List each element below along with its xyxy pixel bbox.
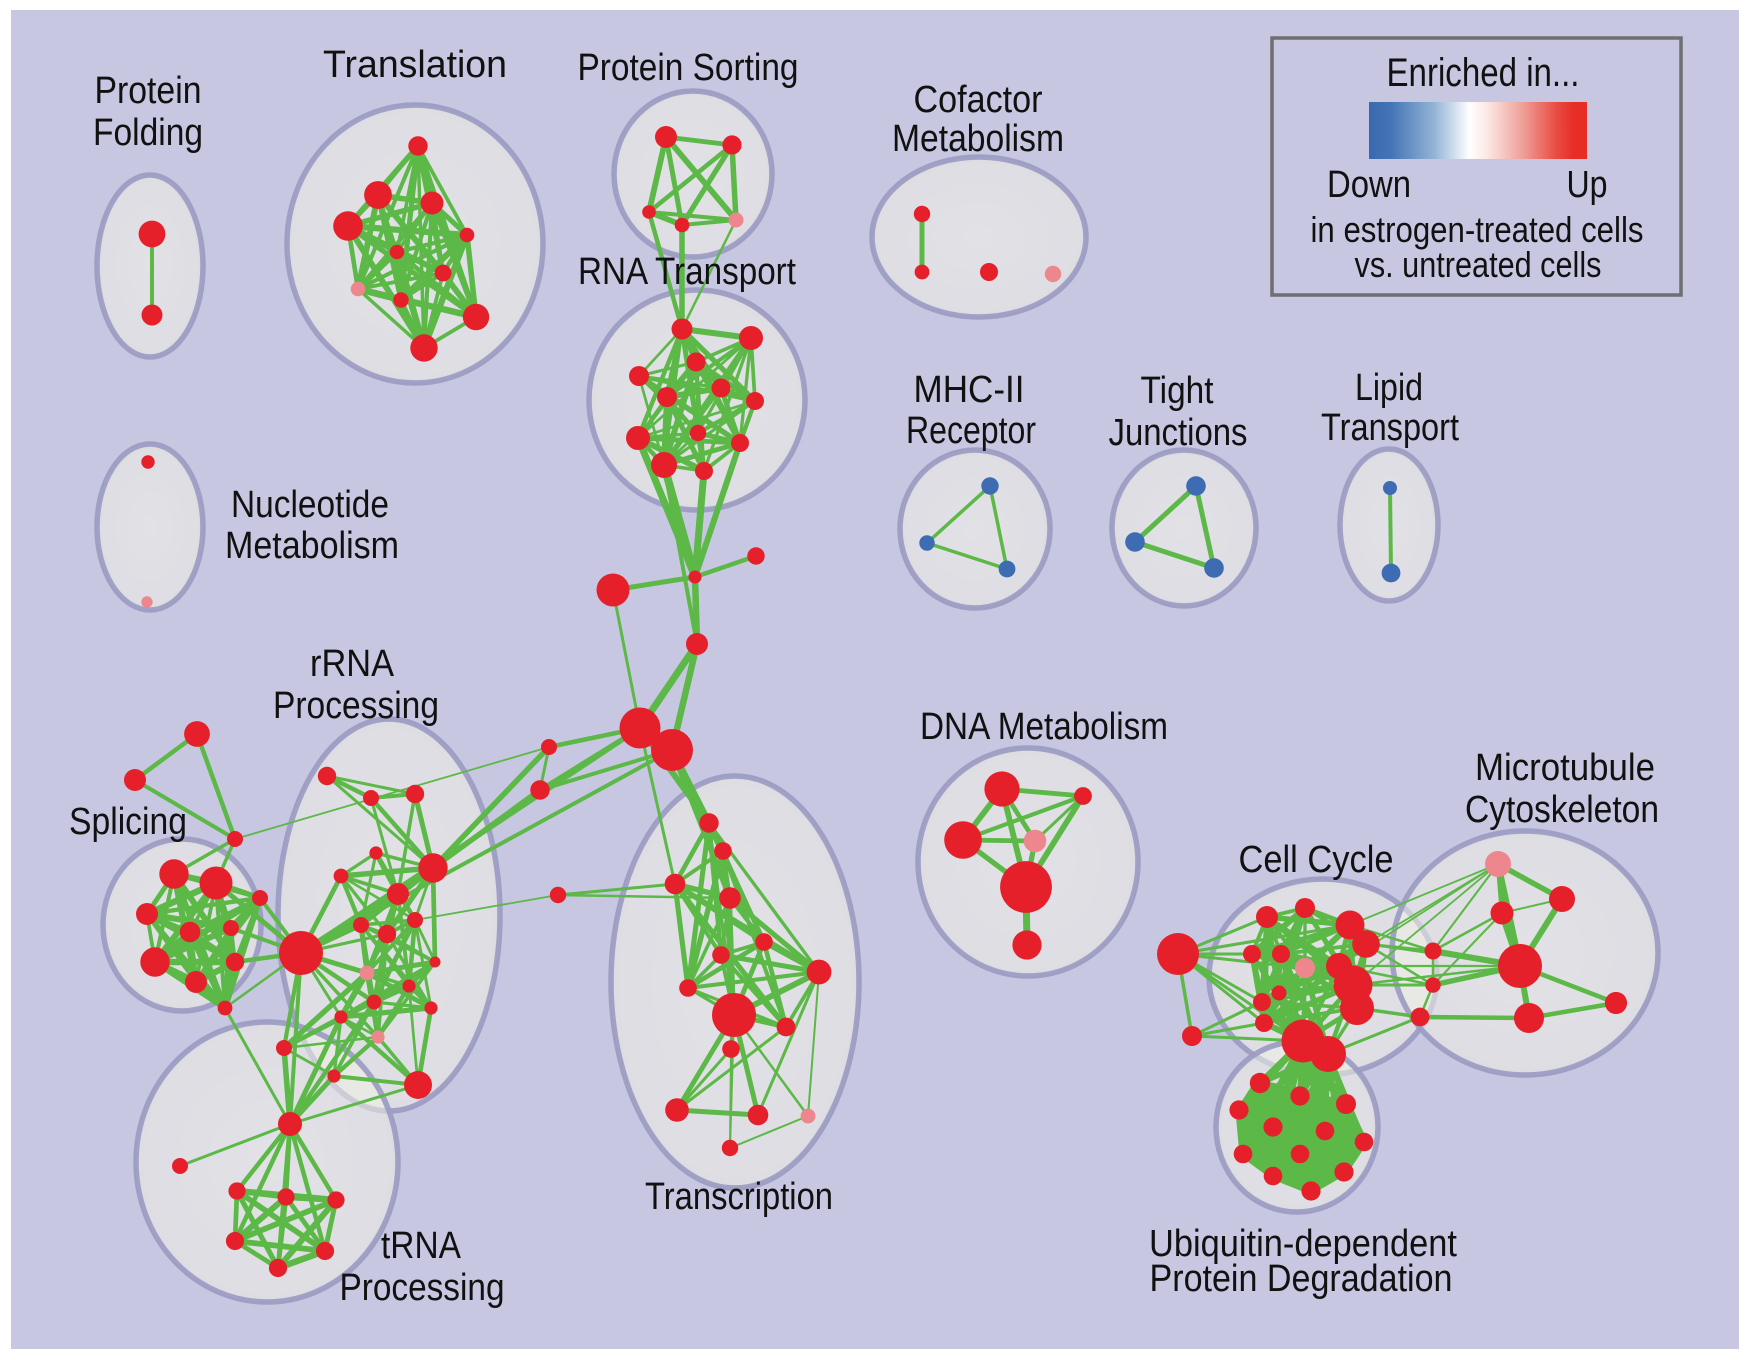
svg-text:Up: Up (1567, 164, 1608, 206)
svg-text:Transcription: Transcription (645, 1176, 833, 1218)
svg-text:Transport: Transport (1321, 407, 1459, 449)
svg-text:Metabolism: Metabolism (225, 525, 399, 567)
svg-text:Processing: Processing (273, 685, 439, 727)
svg-text:Cell Cycle: Cell Cycle (1239, 839, 1394, 881)
svg-text:Junctions: Junctions (1109, 412, 1248, 454)
svg-text:Microtubule: Microtubule (1475, 747, 1655, 789)
svg-text:Splicing: Splicing (69, 801, 187, 843)
svg-text:Translation: Translation (323, 44, 507, 86)
svg-text:DNA Metabolism: DNA Metabolism (920, 706, 1168, 748)
svg-text:Protein: Protein (95, 70, 202, 112)
svg-text:Lipid: Lipid (1355, 367, 1423, 409)
svg-text:Ubiquitin-dependent: Ubiquitin-dependent (1149, 1223, 1457, 1265)
svg-text:Metabolism: Metabolism (892, 118, 1064, 160)
svg-text:tRNA: tRNA (381, 1225, 462, 1267)
svg-text:Enriched in...: Enriched in... (1387, 51, 1580, 95)
svg-text:Receptor: Receptor (906, 410, 1036, 452)
svg-text:Cytoskeleton: Cytoskeleton (1465, 789, 1659, 831)
svg-text:Down: Down (1327, 164, 1411, 206)
svg-text:Protein Sorting: Protein Sorting (578, 47, 799, 89)
svg-text:vs. untreated cells: vs. untreated cells (1355, 244, 1602, 285)
svg-text:Tight: Tight (1141, 370, 1214, 412)
svg-text:in estrogen-treated cells: in estrogen-treated cells (1311, 209, 1644, 250)
svg-text:RNA Transport: RNA Transport (578, 251, 796, 293)
svg-text:Processing: Processing (340, 1267, 505, 1309)
svg-text:Folding: Folding (93, 112, 203, 154)
svg-text:MHC-II: MHC-II (914, 369, 1025, 411)
svg-text:Nucleotide: Nucleotide (231, 484, 389, 526)
svg-text:Protein Degradation: Protein Degradation (1150, 1258, 1453, 1300)
svg-text:Cofactor: Cofactor (914, 79, 1043, 121)
svg-text:rRNA: rRNA (310, 643, 395, 685)
